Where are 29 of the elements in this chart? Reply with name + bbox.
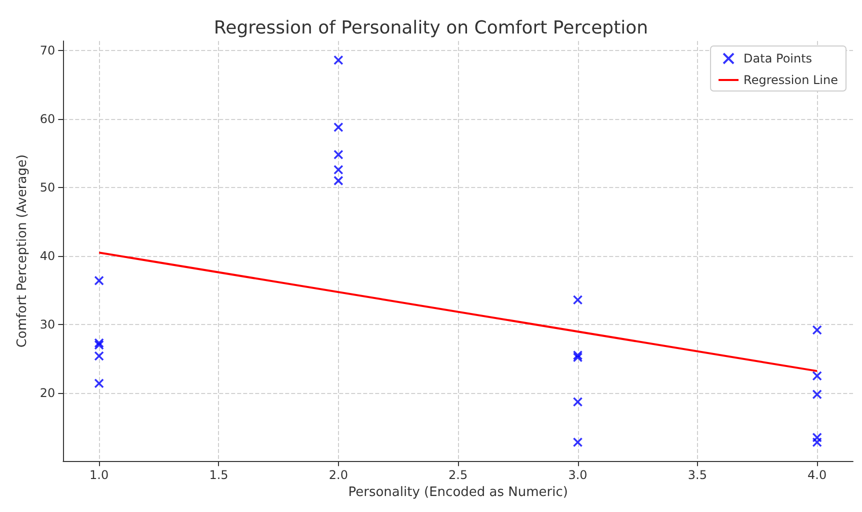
point <box>812 370 822 381</box>
point <box>334 122 344 132</box>
point <box>812 389 822 400</box>
point <box>334 150 344 160</box>
y-tick-label: 60 <box>40 112 56 126</box>
legend-label: Data Points <box>744 52 812 66</box>
point <box>334 55 344 66</box>
y-tick-label: 40 <box>40 249 56 264</box>
x-axis-title: Personality (Encoded as Numeric) <box>348 485 568 500</box>
x-tick-label: 3.0 <box>568 468 588 482</box>
point <box>572 437 583 448</box>
point <box>572 396 583 407</box>
y-tick-label: 30 <box>40 317 56 332</box>
x-tick-label: 4.0 <box>808 468 827 482</box>
y-tick-label: 20 <box>40 386 56 400</box>
legend-label: Regression Line <box>744 73 838 87</box>
point <box>812 325 822 335</box>
x-tick-label: 2.5 <box>448 468 468 482</box>
x-tick-label: 1.5 <box>209 468 228 482</box>
point <box>572 294 583 305</box>
point <box>94 378 104 388</box>
y-tick-label: 50 <box>40 180 56 195</box>
x-tick-label: 3.5 <box>688 468 707 482</box>
chart-title: Regression of Personality on Comfort Perception <box>214 18 648 38</box>
y-tick-label: 70 <box>40 44 56 58</box>
point <box>94 276 104 286</box>
y-axis-title: Comfort Perception (Average) <box>15 154 30 348</box>
x-tick-label: 1.0 <box>90 468 109 482</box>
x-tick-label: 2.0 <box>328 468 348 482</box>
